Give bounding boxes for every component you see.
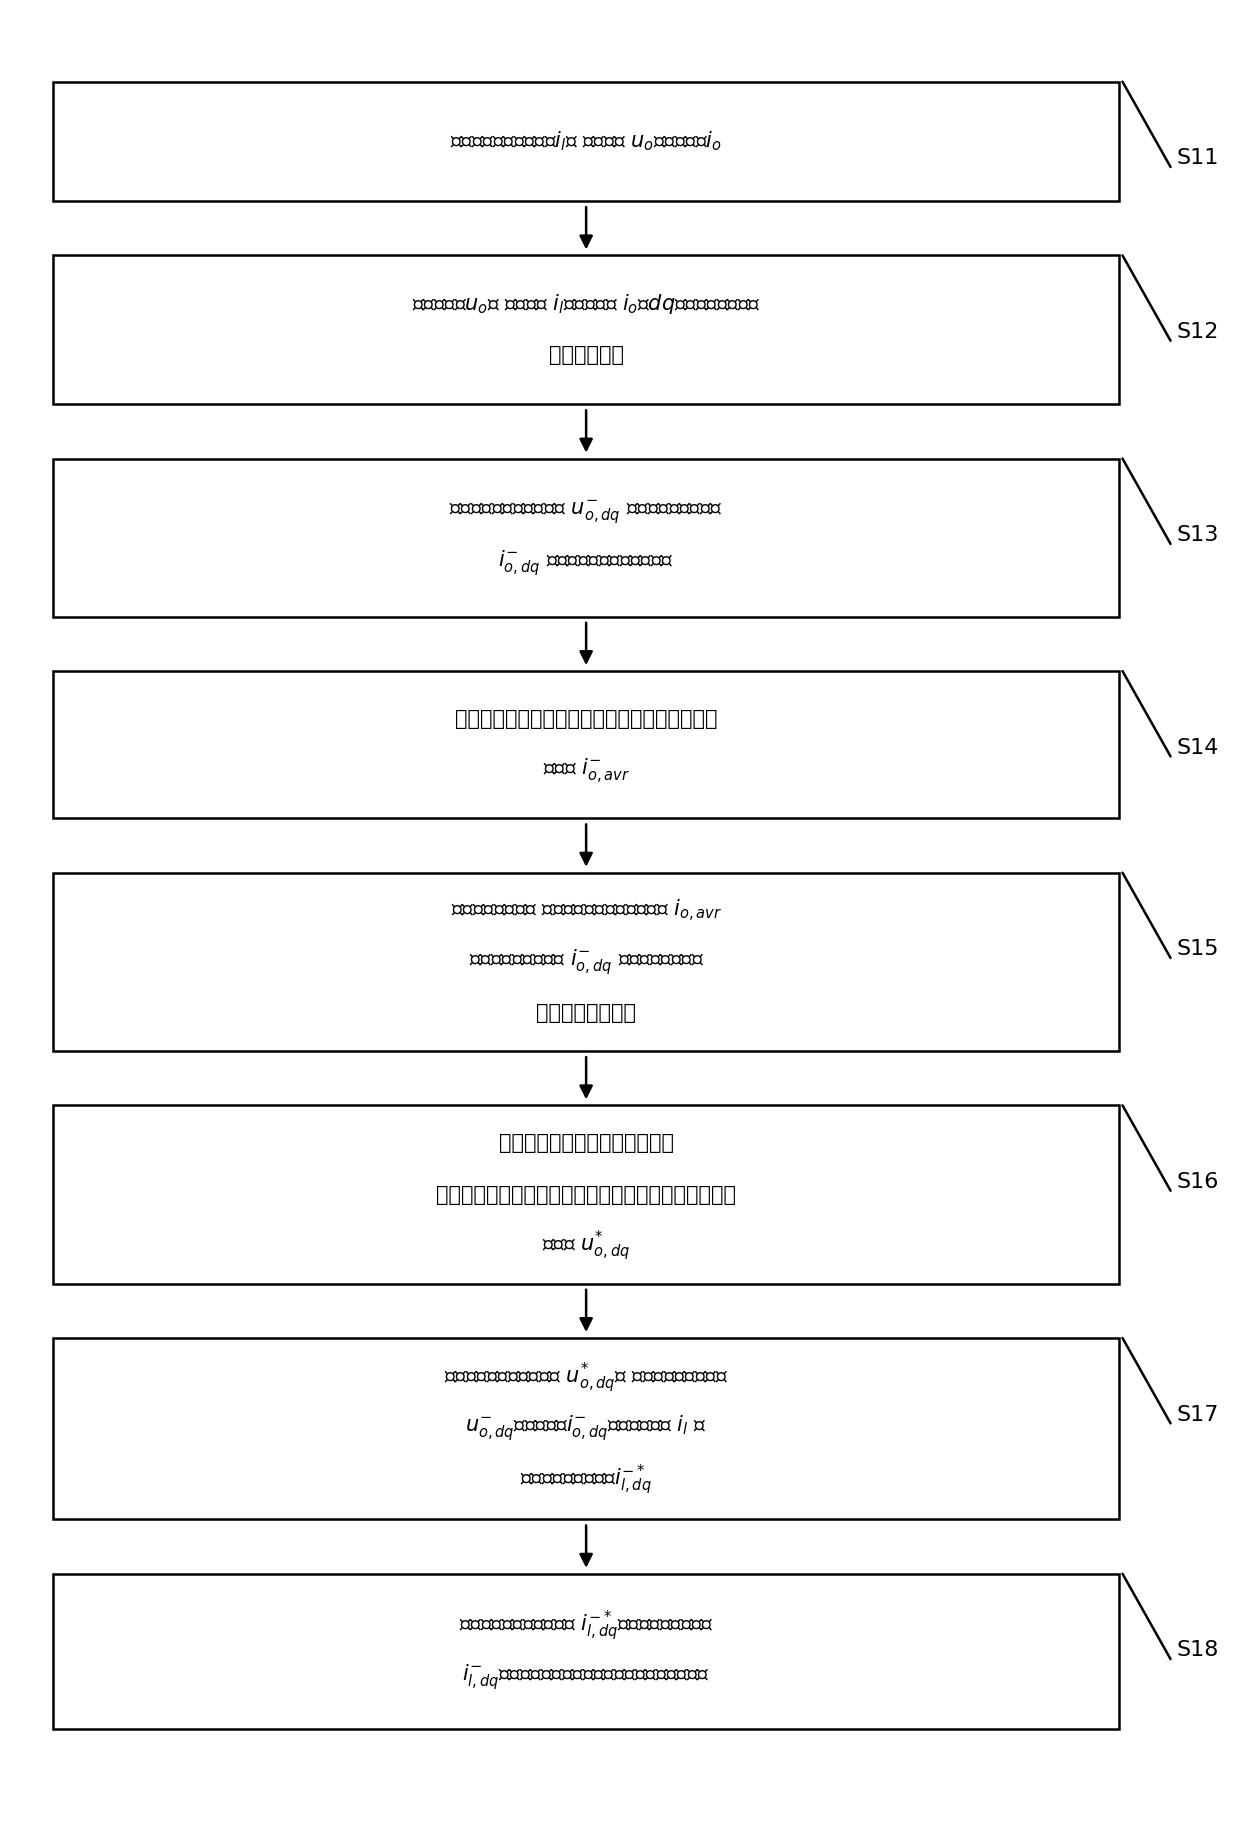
- Bar: [53, 1573, 1118, 1728]
- Text: 对输出电压$u_o$、 滤波电流 $i_l$和输出电流 $i_o$在$dq$两相旋转坐标系下: 对输出电压$u_o$、 滤波电流 $i_l$和输出电流 $i_o$在$dq$两相…: [412, 292, 760, 315]
- Text: 负序滤波电流参考量$i_{l,dq}^{-*}$: 负序滤波电流参考量$i_{l,dq}^{-*}$: [521, 1462, 652, 1497]
- Text: 利用负序电压实际测量值 $u_{o,dq}^{-}$ 和输出电流负序矢量: 利用负序电压实际测量值 $u_{o,dq}^{-}$ 和输出电流负序矢量: [449, 498, 723, 525]
- Text: S18: S18: [1177, 1641, 1219, 1661]
- Text: 获取微电网中所有逆变器的输出电流负序分量的: 获取微电网中所有逆变器的输出电流负序分量的: [455, 709, 718, 729]
- Text: $i_{l,dq}^{-}$计算逆变器包含负序补偿电压值的调制电压值: $i_{l,dq}^{-}$计算逆变器包含负序补偿电压值的调制电压值: [463, 1663, 711, 1692]
- Text: 依据负序电压补偿参考值 $u_{o,dq}^{*}$、 负序电压实际测量值: 依据负序电压补偿参考值 $u_{o,dq}^{*}$、 负序电压实际测量值: [444, 1360, 728, 1395]
- Text: 和输出电流负序矢量 $i_{o,dq}^{-}$ 计算逆变器的第二: 和输出电流负序矢量 $i_{o,dq}^{-}$ 计算逆变器的第二: [469, 948, 703, 977]
- Text: S16: S16: [1177, 1172, 1219, 1192]
- Text: S15: S15: [1177, 939, 1219, 959]
- Text: S11: S11: [1177, 148, 1219, 168]
- Bar: [53, 1338, 1118, 1520]
- Text: $u_{o,dq}^{-}$和电流矢量$i_{o,dq}^{-}$计算滤波电流 $i_l$ 的: $u_{o,dq}^{-}$和电流矢量$i_{o,dq}^{-}$计算滤波电流 …: [465, 1415, 707, 1444]
- Text: 平均值 $i_{o,avr}^{-}$: 平均值 $i_{o,avr}^{-}$: [543, 757, 630, 784]
- Text: S14: S14: [1177, 738, 1219, 758]
- Bar: [53, 671, 1118, 819]
- Bar: [53, 82, 1118, 201]
- Text: $i_{o,dq}^{-}$ 计算第一负序电压补偿矢量: $i_{o,dq}^{-}$ 计算第一负序电压补偿矢量: [498, 549, 675, 578]
- Text: 利用负序滤波电流参考量 $i_{l,dq}^{-*}$和滤波电流负序矢量: 利用负序滤波电流参考量 $i_{l,dq}^{-*}$和滤波电流负序矢量: [459, 1608, 713, 1643]
- Text: 将第一负序电压补偿矢量和第二: 将第一负序电压补偿矢量和第二: [498, 1134, 673, 1154]
- Bar: [53, 459, 1118, 616]
- Bar: [53, 1105, 1118, 1283]
- Bar: [53, 873, 1118, 1052]
- Text: S12: S12: [1177, 323, 1219, 343]
- Text: S17: S17: [1177, 1406, 1219, 1426]
- Text: S13: S13: [1177, 525, 1219, 545]
- Text: 参考值 $u_{o,dq}^{*}$: 参考值 $u_{o,dq}^{*}$: [542, 1229, 630, 1263]
- Text: 获取逆变器的滤波电流$i_l$、 输出电压 $u_o$和输出电流$i_o$: 获取逆变器的滤波电流$i_l$、 输出电压 $u_o$和输出电流$i_o$: [450, 129, 722, 153]
- Text: 负序电压补偿矢量进行叠加得到逆变器的负序电压补偿: 负序电压补偿矢量进行叠加得到逆变器的负序电压补偿: [436, 1185, 737, 1205]
- Text: 利用比例控制器、 输出电流负序矢量的平均值 $i_{o,avr}$: 利用比例控制器、 输出电流负序矢量的平均值 $i_{o,avr}$: [450, 897, 722, 924]
- Bar: [53, 255, 1118, 405]
- Text: 分别进行解耦: 分别进行解耦: [548, 346, 624, 365]
- Text: 负序电压补偿矢量: 负序电压补偿矢量: [536, 1003, 636, 1023]
